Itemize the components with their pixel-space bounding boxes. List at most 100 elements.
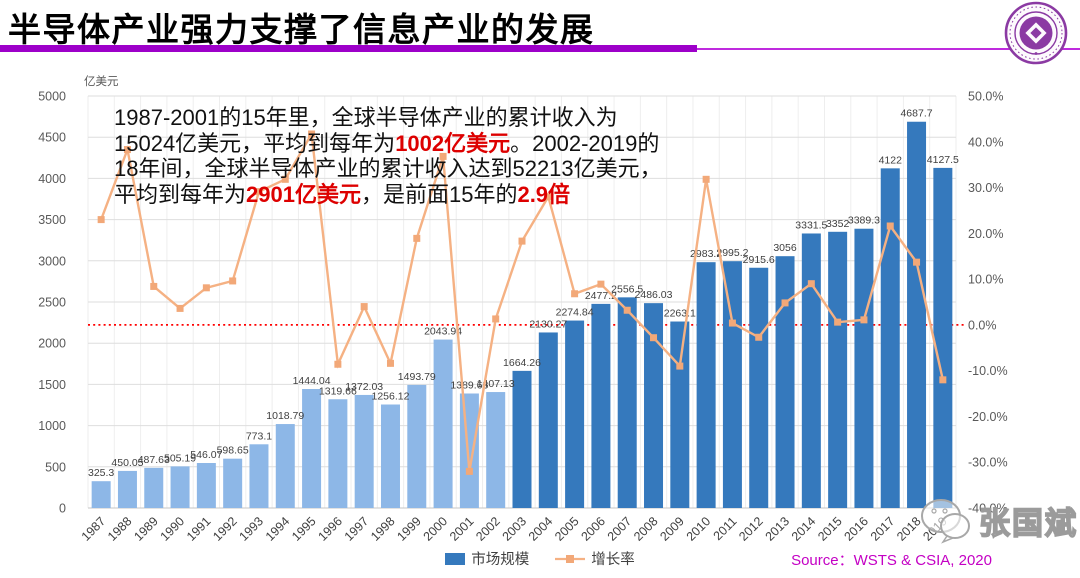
growth-marker-2002: [492, 315, 500, 323]
bar-label-2011: 2995.2: [716, 247, 748, 259]
bar-label-1996: 1319.66: [319, 385, 357, 397]
growth-marker-2003: [518, 237, 526, 245]
x-axis-label-2007: 2007: [605, 514, 635, 544]
growth-marker-2010: [702, 175, 710, 183]
right-axis-tick: -20.0%: [968, 410, 1008, 424]
x-axis-label-1989: 1989: [131, 514, 161, 544]
x-axis-label-2012: 2012: [736, 514, 766, 544]
growth-marker-1993: [255, 188, 263, 196]
x-axis-label-1991: 1991: [184, 514, 214, 544]
growth-marker-2016: [860, 316, 868, 324]
bar-2018: [907, 121, 927, 508]
x-axis-label-1998: 1998: [368, 514, 398, 544]
legend-label-market-size: 市场规模: [471, 552, 530, 568]
growth-marker-2011: [728, 319, 736, 327]
growth-marker-2012: [755, 333, 763, 341]
left-axis-tick: 3000: [38, 254, 66, 268]
bar-label-1999: 1493.79: [398, 371, 436, 383]
growth-marker-2019: [939, 376, 947, 384]
bar-label-2008: 2486.03: [635, 289, 673, 301]
legend-item-market-size: 市场规模: [445, 548, 529, 569]
bar-2017: [880, 168, 900, 508]
bar-label-2015: 3352: [826, 218, 850, 230]
growth-marker-1996: [334, 360, 342, 368]
left-axis-tick: 0: [59, 502, 66, 516]
left-axis-tick: 2500: [38, 296, 66, 310]
bar-2000: [433, 339, 453, 508]
bar-label-2017: 4122: [879, 154, 903, 166]
title-underline-thick: [0, 45, 697, 52]
line-series-swatch-icon: [555, 554, 586, 563]
bar-1993: [249, 444, 269, 508]
x-axis-label-2013: 2013: [763, 514, 793, 544]
bar-label-2005: 2274.84: [556, 307, 594, 319]
left-axis-tick: 4500: [38, 131, 66, 145]
x-axis-label-2000: 2000: [421, 514, 451, 544]
growth-marker-2000: [439, 152, 447, 160]
bar-2010: [696, 262, 716, 508]
growth-marker-2006: [597, 280, 605, 288]
growth-marker-1990: [176, 304, 184, 312]
growth-marker-1987: [97, 216, 105, 224]
bar-1987: [91, 481, 111, 508]
x-axis-label-2004: 2004: [526, 514, 556, 544]
x-axis-label-1987: 1987: [79, 514, 109, 544]
growth-marker-1989: [150, 282, 158, 290]
growth-marker-1995: [308, 130, 316, 138]
growth-marker-2018: [913, 258, 921, 266]
bar-2007: [617, 297, 637, 508]
bar-label-1987: 325.3: [88, 467, 114, 479]
bar-label-2003: 1664.26: [503, 357, 541, 369]
bar-label-1993: 773.1: [246, 430, 272, 442]
bar-2011: [722, 261, 742, 508]
x-axis-label-2011: 2011: [711, 514, 740, 543]
bar-label-2013: 3056: [773, 242, 797, 254]
left-axis-tick: 500: [45, 460, 66, 474]
bar-2013: [775, 256, 795, 508]
x-axis-label-2010: 2010: [684, 514, 714, 544]
bar-label-2012: 2915.6: [743, 254, 775, 266]
bar-1994: [275, 424, 295, 508]
bar-1991: [196, 463, 216, 508]
legend-label-growth-rate: 增长率: [591, 552, 635, 568]
bar-label-2002: 1407.13: [477, 378, 515, 390]
bar-label-2019: 4127.5: [927, 154, 959, 166]
growth-marker-2015: [834, 318, 842, 326]
source-credit: Source：WSTS & CSIA, 2020: [791, 552, 992, 569]
x-axis-label-1995: 1995: [289, 514, 319, 544]
right-axis-tick: -30.0%: [968, 456, 1008, 470]
bar-label-2010: 2983.2: [690, 248, 722, 260]
left-axis-tick: 1000: [38, 419, 66, 433]
growth-marker-1992: [229, 277, 237, 285]
bar-label-2016: 3389.3: [848, 215, 880, 227]
bar-label-2018: 4687.7: [900, 108, 932, 120]
x-axis-label-2008: 2008: [631, 514, 661, 544]
bar-1990: [170, 466, 190, 508]
left-axis-tick: 3500: [38, 213, 66, 227]
bar-label-1998: 1256.12: [372, 390, 410, 402]
growth-marker-2005: [571, 290, 579, 298]
wechat-icon: [921, 499, 970, 544]
university-seal-logo: [1004, 1, 1068, 65]
right-axis-tick: 0.0%: [968, 318, 997, 332]
growth-marker-1988: [123, 146, 131, 154]
bar-label-1994: 1018.79: [266, 410, 304, 422]
x-axis-label-1996: 1996: [315, 514, 345, 544]
x-axis-label-1994: 1994: [263, 514, 293, 544]
left-axis-unit: 亿美元: [84, 76, 119, 88]
x-axis-label-1988: 1988: [105, 514, 135, 544]
x-axis-label-2014: 2014: [789, 514, 819, 544]
growth-marker-2008: [650, 334, 658, 342]
growth-marker-1998: [386, 359, 394, 367]
right-axis-tick: -40.0%: [968, 502, 1008, 516]
left-axis-tick: 5000: [38, 90, 66, 104]
bar-2008: [644, 303, 664, 508]
x-axis-label-2003: 2003: [500, 514, 530, 544]
bar-1989: [144, 467, 164, 508]
bar-1995: [302, 389, 322, 508]
bar-2001: [459, 393, 479, 508]
bar-2003: [512, 370, 532, 508]
annotation-text: 1987-2001的15年里，全球半导体产业的累计收入为15024亿美元，平均到…: [114, 105, 662, 207]
x-axis-label-1999: 1999: [394, 514, 424, 544]
